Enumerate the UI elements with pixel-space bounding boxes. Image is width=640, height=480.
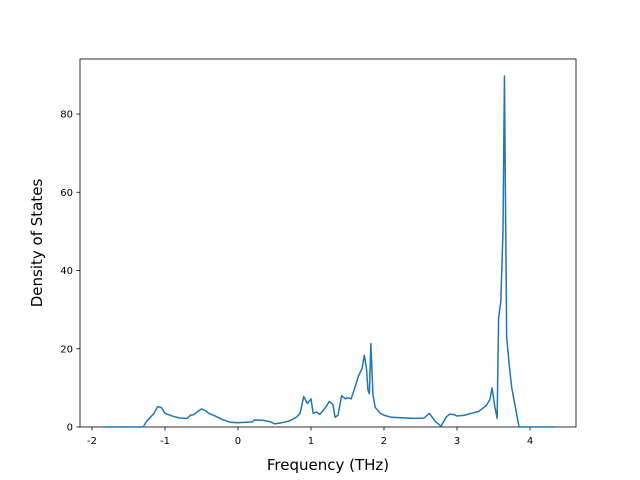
y-tick-label: 0 — [67, 423, 73, 434]
x-tick-label: 1 — [308, 436, 314, 447]
y-tick-label: 20 — [60, 344, 73, 355]
y-tick-label: 80 — [60, 110, 73, 121]
x-tick-label: 4 — [527, 436, 533, 447]
y-axis-label: Density of States — [28, 179, 46, 308]
x-tick-label: 3 — [454, 436, 460, 447]
x-tick-label: 0 — [235, 436, 241, 447]
x-tick-label: 2 — [381, 436, 387, 447]
x-tick-label: -1 — [160, 436, 170, 447]
density-line — [102, 75, 555, 428]
y-tick-label: 40 — [60, 266, 73, 277]
x-axis-label: Frequency (THz) — [267, 456, 389, 474]
y-tick-label: 60 — [60, 188, 73, 199]
plot-frame — [79, 58, 577, 428]
x-tick-label: -2 — [87, 436, 97, 447]
